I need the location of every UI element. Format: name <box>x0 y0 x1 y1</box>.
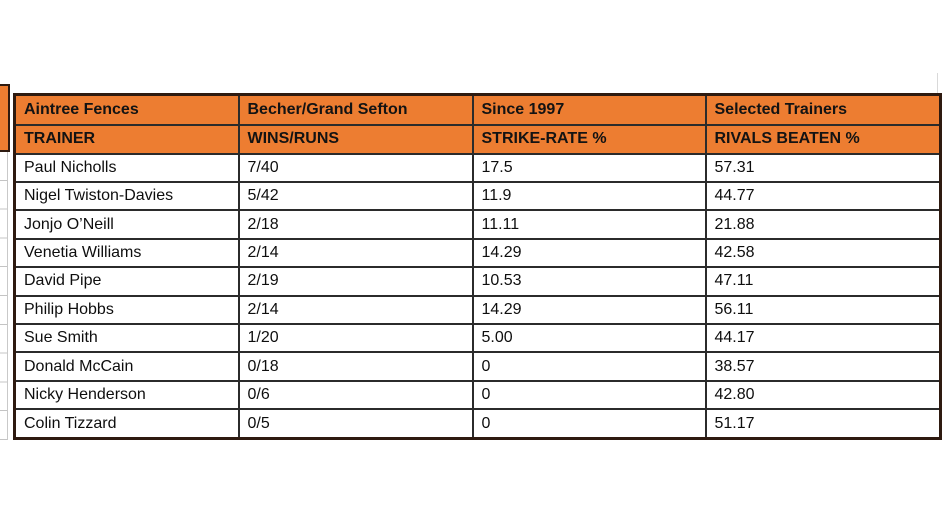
cell-strike-rate: 14.29 <box>471 294 707 326</box>
table-row: Nicky Henderson 0/6 0 42.80 <box>13 379 942 411</box>
cell-trainer: Donald McCain <box>13 351 240 382</box>
table-row: Donald McCain 0/18 0 38.57 <box>13 351 942 382</box>
cell-rivals-beaten: 42.80 <box>704 379 942 411</box>
table-row: David Pipe 2/19 10.53 47.11 <box>13 266 942 297</box>
cell-rivals-beaten: 44.77 <box>704 180 942 212</box>
cropped-edge-line <box>937 73 938 93</box>
table-body: Paul Nicholls 7/40 17.5 57.31 Nigel Twiston-… <box>13 152 942 440</box>
trainer-stats-table: Aintree Fences Becher/Grand Sefton Since… <box>13 93 942 440</box>
cell-strike-rate: 14.29 <box>471 237 707 269</box>
cell-rivals-beaten: 47.11 <box>704 266 942 297</box>
cell-strike-rate: 0 <box>471 408 707 440</box>
column-header-strike-rate: STRIKE-RATE % <box>471 123 707 155</box>
table-row: Venetia Williams 2/14 14.29 42.58 <box>13 237 942 269</box>
table-row: Jonjo O’Neill 2/18 11.11 21.88 <box>13 209 942 240</box>
cell-wins-runs: 2/19 <box>237 266 474 297</box>
table-row: Nigel Twiston-Davies 5/42 11.9 44.77 <box>13 180 942 212</box>
cell-wins-runs: 5/42 <box>237 180 474 212</box>
cell-strike-rate: 0 <box>471 379 707 411</box>
cropped-column-header-sliver <box>0 84 10 152</box>
group-header-selected-trainers: Selected Trainers <box>704 93 942 126</box>
cell-strike-rate: 5.00 <box>471 323 707 354</box>
cell-rivals-beaten: 44.17 <box>704 323 942 354</box>
column-header-row: TRAINER WINS/RUNS STRIKE-RATE % RIVALS B… <box>13 123 942 155</box>
cell-wins-runs: 0/5 <box>237 408 474 440</box>
cell-trainer: Sue Smith <box>13 323 240 354</box>
cell-rivals-beaten: 21.88 <box>704 209 942 240</box>
column-header-trainer: TRAINER <box>13 123 240 155</box>
cell-rivals-beaten: 57.31 <box>704 152 942 183</box>
column-header-rivals-beaten: RIVALS BEATEN % <box>704 123 942 155</box>
cell-trainer: Venetia Williams <box>13 237 240 269</box>
cell-trainer: Nigel Twiston-Davies <box>13 180 240 212</box>
group-header-row: Aintree Fences Becher/Grand Sefton Since… <box>13 93 942 126</box>
cell-wins-runs: 7/40 <box>237 152 474 183</box>
cell-rivals-beaten: 56.11 <box>704 294 942 326</box>
cell-rivals-beaten: 38.57 <box>704 351 942 382</box>
cell-trainer: Paul Nicholls <box>13 152 240 183</box>
cell-wins-runs: 2/14 <box>237 294 474 326</box>
cell-strike-rate: 17.5 <box>471 152 707 183</box>
table-row: Philip Hobbs 2/14 14.29 56.11 <box>13 294 942 326</box>
cell-wins-runs: 0/6 <box>237 379 474 411</box>
cell-wins-runs: 2/14 <box>237 237 474 269</box>
cell-trainer: Nicky Henderson <box>13 379 240 411</box>
cell-rivals-beaten: 42.58 <box>704 237 942 269</box>
cell-wins-runs: 2/18 <box>237 209 474 240</box>
cell-wins-runs: 0/18 <box>237 351 474 382</box>
cell-wins-runs: 1/20 <box>237 323 474 354</box>
cell-rivals-beaten: 51.17 <box>704 408 942 440</box>
cell-strike-rate: 11.9 <box>471 180 707 212</box>
cell-trainer: Jonjo O’Neill <box>13 209 240 240</box>
cell-strike-rate: 0 <box>471 351 707 382</box>
cropped-column-gridlines <box>0 152 8 440</box>
cell-strike-rate: 10.53 <box>471 266 707 297</box>
group-header-since-1997: Since 1997 <box>471 93 707 126</box>
column-header-wins-runs: WINS/RUNS <box>237 123 474 155</box>
cell-trainer: Colin Tizzard <box>13 408 240 440</box>
cell-strike-rate: 11.11 <box>471 209 707 240</box>
group-header-becher-grand-sefton: Becher/Grand Sefton <box>237 93 474 126</box>
cell-trainer: David Pipe <box>13 266 240 297</box>
table-row: Sue Smith 1/20 5.00 44.17 <box>13 323 942 354</box>
cell-trainer: Philip Hobbs <box>13 294 240 326</box>
table-row: Paul Nicholls 7/40 17.5 57.31 <box>13 152 942 183</box>
table-row: Colin Tizzard 0/5 0 51.17 <box>13 408 942 440</box>
group-header-aintree-fences: Aintree Fences <box>13 93 240 126</box>
